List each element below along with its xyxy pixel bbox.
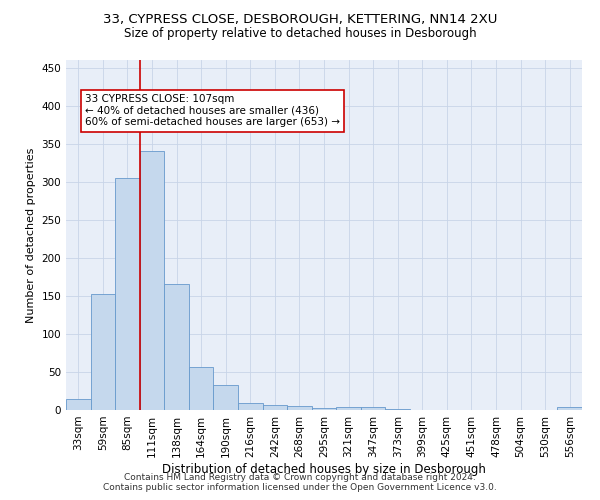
- Bar: [238, 403, 263, 410]
- Bar: [385, 409, 410, 410]
- Bar: [287, 406, 312, 410]
- Text: 33 CYPRESS CLOSE: 107sqm
← 40% of detached houses are smaller (436)
60% of semi-: 33 CYPRESS CLOSE: 107sqm ← 40% of detach…: [85, 94, 340, 128]
- Text: 33, CYPRESS CLOSE, DESBOROUGH, KETTERING, NN14 2XU: 33, CYPRESS CLOSE, DESBOROUGH, KETTERING…: [103, 12, 497, 26]
- X-axis label: Distribution of detached houses by size in Desborough: Distribution of detached houses by size …: [162, 462, 486, 475]
- Y-axis label: Number of detached properties: Number of detached properties: [26, 148, 36, 322]
- Bar: [214, 385, 238, 410]
- Bar: [263, 404, 287, 410]
- Bar: [557, 407, 582, 410]
- Bar: [336, 407, 361, 410]
- Bar: [115, 178, 140, 410]
- Bar: [140, 152, 164, 410]
- Text: Size of property relative to detached houses in Desborough: Size of property relative to detached ho…: [124, 28, 476, 40]
- Bar: [66, 398, 91, 410]
- Text: Contains HM Land Registry data © Crown copyright and database right 2024.
Contai: Contains HM Land Registry data © Crown c…: [103, 473, 497, 492]
- Bar: [164, 284, 189, 410]
- Bar: [312, 408, 336, 410]
- Bar: [91, 294, 115, 410]
- Bar: [361, 407, 385, 410]
- Bar: [189, 366, 214, 410]
